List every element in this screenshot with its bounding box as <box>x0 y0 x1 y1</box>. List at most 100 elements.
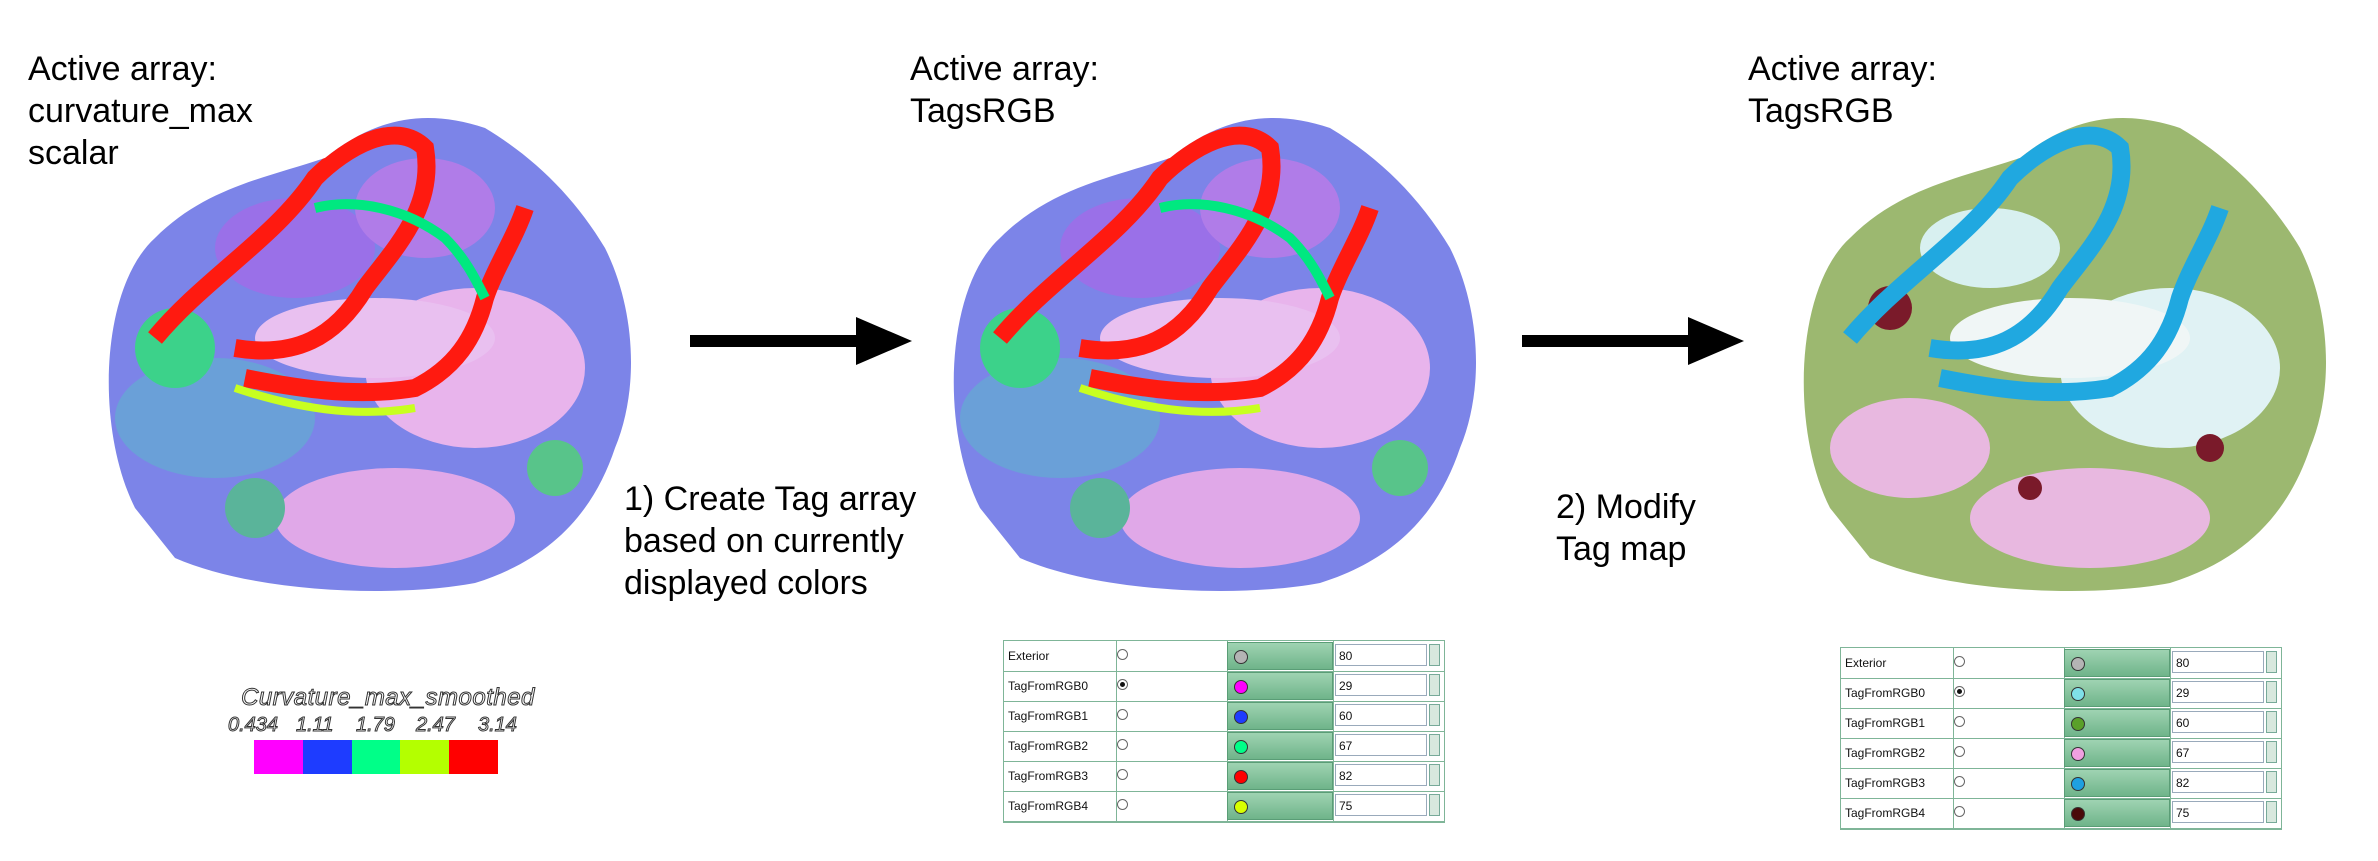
spinner-icon[interactable] <box>2266 801 2277 823</box>
tag-name: Exterior <box>1845 656 1887 670</box>
tag-name: TagFromRGB3 <box>1845 776 1926 790</box>
color-swatch-icon <box>1234 740 1248 754</box>
tag-name: Exterior <box>1008 649 1050 663</box>
color-swatch-icon <box>2071 657 2085 671</box>
tag-value-field[interactable]: 60 <box>2172 711 2264 733</box>
tag-table-1: Exterior 80 TagFromRGB0 29 TagFromRGB1 60 TagF… <box>1003 640 1445 823</box>
active-tag-radio[interactable] <box>1954 656 1965 667</box>
tag-row: TagFromRGB2 67 <box>1841 738 2281 769</box>
tag-color-button[interactable] <box>1227 732 1333 760</box>
color-swatch-icon <box>1234 770 1248 784</box>
tag-table-2: Exterior 80 TagFromRGB0 29 TagFromRGB1 60 TagF… <box>1840 647 2282 830</box>
active-tag-radio[interactable] <box>1117 799 1128 810</box>
active-tag-radio[interactable] <box>1954 686 1965 697</box>
tag-name: TagFromRGB3 <box>1008 769 1089 783</box>
spinner-icon[interactable] <box>2266 651 2277 673</box>
tag-row: TagFromRGB2 67 <box>1004 731 1444 762</box>
active-tag-radio[interactable] <box>1117 739 1128 750</box>
tag-color-button[interactable] <box>2064 739 2170 767</box>
tag-color-button[interactable] <box>1227 702 1333 730</box>
tag-row: TagFromRGB3 82 <box>1841 768 2281 799</box>
tag-name: TagFromRGB2 <box>1845 746 1926 760</box>
legend-tick: 0.434 <box>227 714 279 737</box>
tag-value-field[interactable]: 75 <box>1335 794 1427 816</box>
spinner-icon[interactable] <box>1429 794 1440 816</box>
tag-value-field[interactable]: 82 <box>1335 764 1427 786</box>
legend-color-segment <box>254 740 303 774</box>
legend-tick: 2.47 <box>416 714 456 737</box>
color-swatch-icon <box>1234 650 1248 664</box>
tag-name: TagFromRGB4 <box>1845 806 1926 820</box>
tag-row: TagFromRGB4 75 <box>1841 798 2281 829</box>
tag-color-button[interactable] <box>2064 709 2170 737</box>
spinner-icon[interactable] <box>1429 674 1440 696</box>
active-tag-radio[interactable] <box>1117 769 1128 780</box>
tag-value-field[interactable]: 67 <box>2172 741 2264 763</box>
tag-value-field[interactable]: 82 <box>2172 771 2264 793</box>
tag-value-field[interactable]: 29 <box>1335 674 1427 696</box>
color-swatch-icon <box>1234 680 1248 694</box>
legend-color-segment <box>400 740 450 774</box>
tag-name: TagFromRGB1 <box>1008 709 1089 723</box>
active-tag-radio[interactable] <box>1117 709 1128 720</box>
tag-name: TagFromRGB0 <box>1845 686 1926 700</box>
active-tag-radio[interactable] <box>1954 806 1965 817</box>
color-swatch-icon <box>1234 800 1248 814</box>
legend-title: Curvature_max_smoothed <box>241 684 535 712</box>
color-swatch-icon <box>2071 717 2085 731</box>
panel1-caption: Active array: curvature_max scalar <box>28 50 253 172</box>
tag-value-field[interactable]: 60 <box>1335 704 1427 726</box>
active-tag-radio[interactable] <box>1117 679 1128 690</box>
legend-color-bar <box>254 740 498 774</box>
color-swatch-icon <box>2071 687 2085 701</box>
tag-color-button[interactable] <box>1227 762 1333 790</box>
spinner-icon[interactable] <box>1429 644 1440 666</box>
tag-color-button[interactable] <box>2064 769 2170 797</box>
legend-color-segment <box>449 740 498 774</box>
spinner-icon[interactable] <box>2266 681 2277 703</box>
legend-tick: 1.11 <box>295 714 334 737</box>
tag-name: TagFromRGB0 <box>1008 679 1089 693</box>
tag-color-button[interactable] <box>1227 672 1333 700</box>
tag-row: TagFromRGB1 60 <box>1004 701 1444 732</box>
color-swatch-icon <box>2071 807 2085 821</box>
tag-row: Exterior 80 <box>1841 648 2281 679</box>
tag-row: TagFromRGB4 75 <box>1004 791 1444 822</box>
tag-value-field[interactable]: 67 <box>1335 734 1427 756</box>
tag-color-button[interactable] <box>2064 679 2170 707</box>
mesh-curvature <box>108 118 632 591</box>
tag-color-button[interactable] <box>2064 649 2170 677</box>
spinner-icon[interactable] <box>2266 771 2277 793</box>
active-tag-radio[interactable] <box>1117 649 1128 660</box>
spinner-icon[interactable] <box>2266 741 2277 763</box>
tag-row: TagFromRGB0 29 <box>1841 678 2281 709</box>
mesh-modified-tags <box>1803 118 2327 591</box>
color-swatch-icon <box>1234 710 1248 724</box>
tag-row: Exterior 80 <box>1004 641 1444 672</box>
tag-value-field[interactable]: 80 <box>1335 644 1427 666</box>
legend-ticks: 0.434 1.11 1.79 2.47 3.14 <box>227 714 548 740</box>
spinner-icon[interactable] <box>1429 704 1440 726</box>
tag-value-field[interactable]: 75 <box>2172 801 2264 823</box>
tag-color-button[interactable] <box>1227 792 1333 820</box>
tag-value-field[interactable]: 29 <box>2172 681 2264 703</box>
tag-color-button[interactable] <box>2064 799 2170 827</box>
spinner-icon[interactable] <box>1429 764 1440 786</box>
tag-row: TagFromRGB0 29 <box>1004 671 1444 702</box>
active-tag-radio[interactable] <box>1954 716 1965 727</box>
spinner-icon[interactable] <box>2266 711 2277 733</box>
arrow-step2 <box>1522 317 1744 365</box>
color-swatch-icon <box>2071 777 2085 791</box>
tag-value-field[interactable]: 80 <box>2172 651 2264 673</box>
legend-tick: 3.14 <box>478 714 518 737</box>
panel2-caption: Active array: TagsRGB <box>910 50 1099 130</box>
tag-color-button[interactable] <box>1227 642 1333 670</box>
tag-row: TagFromRGB3 82 <box>1004 761 1444 792</box>
active-tag-radio[interactable] <box>1954 746 1965 757</box>
tag-row: TagFromRGB1 60 <box>1841 708 2281 739</box>
legend-color-segment <box>351 740 401 774</box>
active-tag-radio[interactable] <box>1954 776 1965 787</box>
spinner-icon[interactable] <box>1429 734 1440 756</box>
tag-name: TagFromRGB1 <box>1845 716 1926 730</box>
tag-name: TagFromRGB2 <box>1008 739 1089 753</box>
